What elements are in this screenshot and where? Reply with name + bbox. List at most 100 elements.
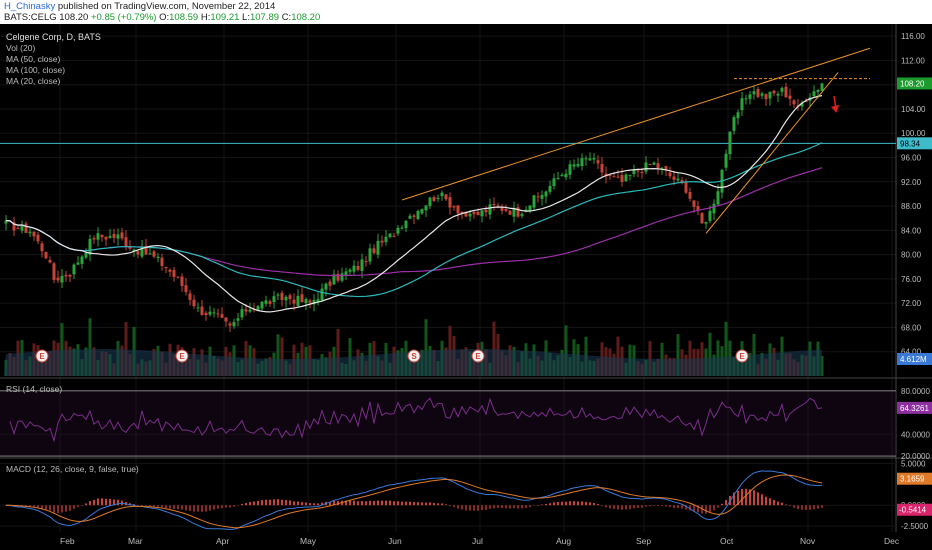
y-tick-label: 84.00 xyxy=(901,226,922,235)
x-tick-label: Aug xyxy=(556,536,571,546)
candle-body xyxy=(120,232,124,239)
candle-body xyxy=(744,98,748,100)
candle-body xyxy=(372,248,376,254)
candle-body xyxy=(584,158,588,160)
candle-body xyxy=(692,200,696,207)
candle-body xyxy=(632,169,636,174)
macd-histogram-bar xyxy=(181,505,183,510)
macd-histogram-bar xyxy=(213,505,215,510)
candle-body xyxy=(616,176,620,178)
macd-histogram-bar xyxy=(61,505,63,513)
macd-histogram-bar xyxy=(441,503,443,506)
candle-body xyxy=(444,194,448,200)
y-tick-label: 96.00 xyxy=(901,154,922,163)
candle-body xyxy=(364,260,368,262)
macd-histogram-bar xyxy=(565,501,567,506)
macd-histogram-bar xyxy=(389,500,391,506)
macd-histogram-bar xyxy=(505,505,507,509)
macd-histogram-bar xyxy=(781,502,783,506)
macd-histogram-bar xyxy=(169,505,171,509)
macd-histogram-bar xyxy=(197,505,199,512)
candle-body xyxy=(448,197,452,208)
macd-histogram-bar xyxy=(365,501,367,506)
candle-body xyxy=(760,93,764,96)
close-label: C: xyxy=(281,12,292,23)
macd-histogram-bar xyxy=(157,505,159,507)
rsi-pane[interactable] xyxy=(0,390,896,457)
macd-histogram-bar xyxy=(597,504,599,506)
candle-body xyxy=(192,299,196,307)
y-tick-label: 112.00 xyxy=(901,56,925,65)
macd-histogram-bar xyxy=(813,505,815,510)
macd-histogram-bar xyxy=(489,505,491,509)
volume-bar xyxy=(88,318,92,376)
macd-histogram-bar xyxy=(257,500,259,506)
macd-histogram-bar xyxy=(817,505,819,509)
event-marker-label: E xyxy=(179,352,185,361)
x-tick-label: Oct xyxy=(720,536,734,546)
candle-body xyxy=(36,234,40,242)
macd-histogram-bar xyxy=(373,501,375,506)
event-marker xyxy=(471,349,485,363)
macd-histogram-bar xyxy=(345,500,347,506)
candle-body xyxy=(468,213,472,217)
candle-body xyxy=(636,170,640,172)
volume-bar xyxy=(676,334,680,376)
legend-title: Celgene Corp, D, BATS xyxy=(6,32,101,42)
macd-histogram-bar xyxy=(737,490,739,506)
candle-body xyxy=(780,88,784,92)
macd-histogram-bar xyxy=(665,505,667,507)
macd-histogram-bar xyxy=(401,501,403,506)
macd-histogram-bar xyxy=(165,505,167,509)
macd-histogram-bar xyxy=(357,501,359,506)
candle-body xyxy=(776,93,780,96)
candle-body xyxy=(92,237,96,240)
candle-body xyxy=(64,275,68,277)
x-tick-label: Sep xyxy=(636,536,651,546)
candle-body xyxy=(684,182,688,193)
macd-histogram-bar xyxy=(381,500,383,506)
candle-body xyxy=(336,273,340,281)
candle-body xyxy=(472,211,476,215)
macd-histogram-bar xyxy=(549,503,551,506)
macd-histogram-bar xyxy=(637,505,639,508)
event-marker xyxy=(735,349,749,363)
macd-histogram-bar xyxy=(633,505,635,509)
macd-histogram-bar xyxy=(221,505,223,509)
macd-pane[interactable] xyxy=(0,462,896,530)
candle-body xyxy=(356,266,360,270)
macd-histogram-bar xyxy=(393,501,395,506)
author-link[interactable]: H_Chinasky xyxy=(4,1,56,12)
candle-body xyxy=(232,322,236,327)
candle-body xyxy=(496,205,500,207)
macd-histogram-bar xyxy=(321,502,323,506)
macd-histogram-bar xyxy=(541,504,543,506)
candle-body xyxy=(740,98,744,111)
candle-body xyxy=(348,269,352,272)
stock-chart[interactable]: E E S E E Feb Mar Apr May Jun Jul Aug Sep Oct Nov Dec 6… xyxy=(0,24,932,550)
candle-body xyxy=(560,174,564,177)
macd-title: MACD (12, 26, close, 9, false, true) xyxy=(6,464,139,474)
candle-body xyxy=(168,269,172,272)
macd-histogram-bar xyxy=(557,501,559,506)
candle-body xyxy=(476,211,480,216)
macd-histogram-bar xyxy=(317,503,319,506)
candle-body xyxy=(116,234,120,239)
macd-histogram-bar xyxy=(297,501,299,506)
event-marker-label: S xyxy=(411,352,417,361)
macd-histogram-bar xyxy=(245,502,247,506)
symbol: BATS:CELG xyxy=(4,12,57,23)
macd-histogram-bar xyxy=(269,499,271,506)
candle-body xyxy=(164,267,168,269)
macd-histogram-bar xyxy=(361,501,363,506)
candle-body xyxy=(568,164,572,175)
x-tick-label: Nov xyxy=(800,536,816,546)
event-marker xyxy=(35,349,49,363)
macd-histogram-bar xyxy=(417,502,419,506)
macd-histogram-bar xyxy=(689,505,691,511)
volume-ma-area xyxy=(4,349,822,376)
macd-histogram-bar xyxy=(37,505,39,508)
macd-histogram-bar xyxy=(445,504,447,506)
macd-histogram-bar xyxy=(537,505,539,506)
